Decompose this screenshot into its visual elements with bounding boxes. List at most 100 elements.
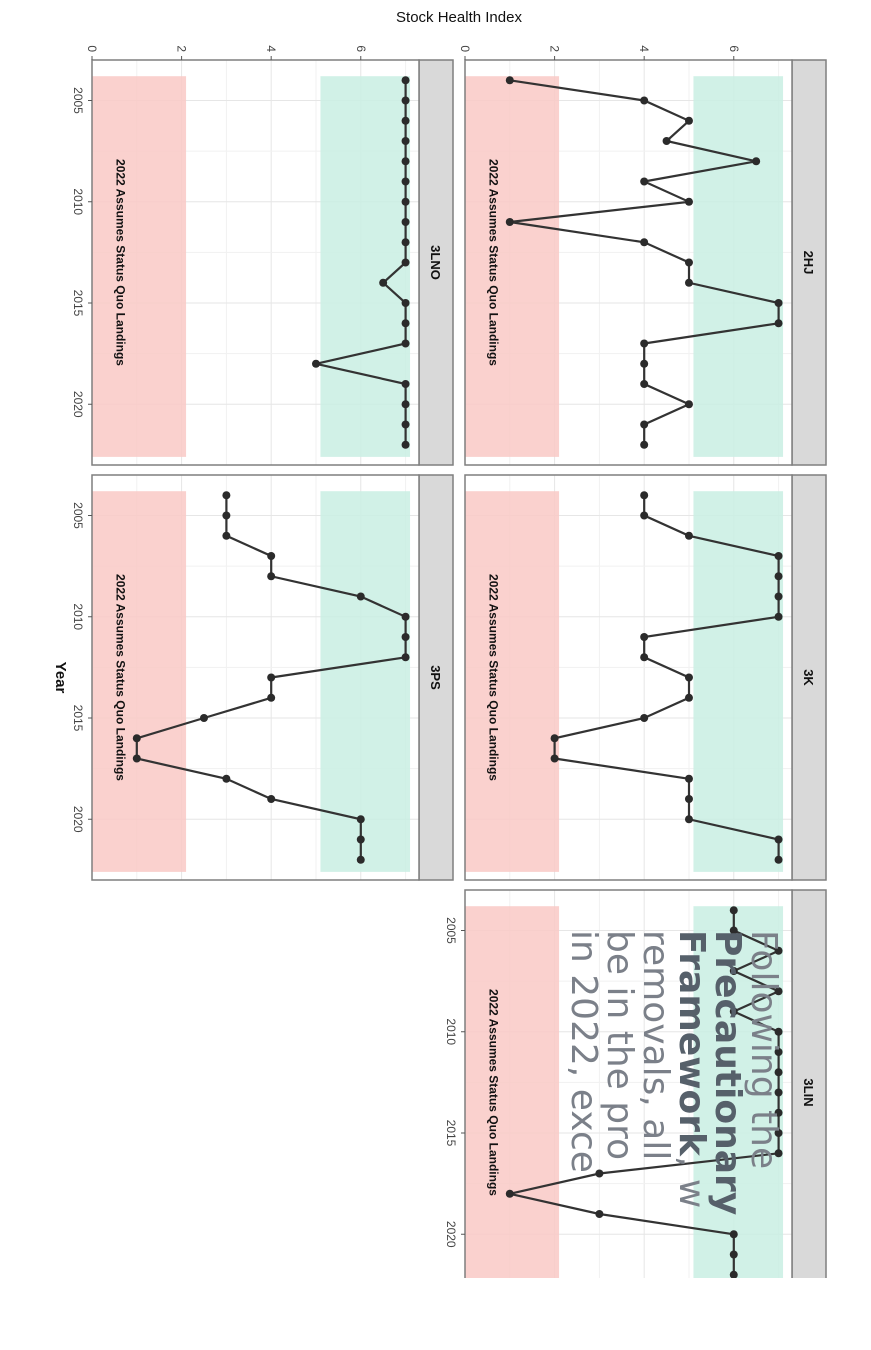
data-point-2hj	[640, 96, 649, 105]
panel-title-3k: 3K	[801, 669, 816, 686]
rotated-content: Stock Health Index Year 2HJ 2022 Assumes …	[52, 9, 827, 1278]
data-point-2hj	[684, 258, 693, 267]
healthy-band-3ps	[320, 491, 411, 872]
data-point-3k	[640, 511, 649, 520]
data-point-2hj	[774, 299, 783, 307]
annotation-3ps: 2022 Assumes Status Quo Landings	[114, 574, 128, 781]
data-point-3k	[550, 734, 559, 743]
data-point-3k	[774, 552, 783, 560]
data-point-3k	[684, 795, 693, 803]
data-point-3k	[640, 714, 649, 722]
data-point-3lno	[401, 299, 410, 307]
y-tick-label: 0	[458, 45, 472, 52]
panel-title-3lin: 3LIN	[801, 1078, 816, 1106]
data-point-3ps	[222, 774, 231, 783]
data-point-3ps	[267, 673, 276, 682]
data-point-3lin	[774, 1048, 783, 1056]
annotation-3lno: 2022 Assumes Status Quo Landings	[114, 159, 128, 366]
x-tick-label: 2015	[71, 705, 85, 732]
data-point-2hj	[505, 218, 514, 226]
data-point-2hj	[505, 76, 514, 85]
panel-border-3ps	[91, 474, 420, 881]
panel-border-3k	[464, 474, 793, 881]
x-tick-label: 2010	[71, 603, 85, 630]
data-point-3ps	[356, 835, 365, 844]
healthy-band-3lin	[693, 906, 784, 1278]
slide-text-line-6: in 2022, exce	[563, 930, 604, 1173]
data-point-3lin	[774, 1108, 783, 1117]
data-point-3k	[550, 754, 559, 763]
x-tick-label: 2005	[71, 502, 85, 529]
data-point-3lno	[401, 197, 410, 206]
data-point-2hj	[640, 177, 649, 186]
data-point-3ps	[267, 572, 276, 581]
data-point-2hj	[774, 319, 783, 328]
y-tick-label: 6	[354, 45, 368, 52]
panel-border-3lno	[91, 59, 420, 466]
data-point-3ps	[132, 754, 141, 763]
data-point-3lno	[401, 96, 410, 105]
y-tick-label: 2	[175, 45, 189, 52]
y-tick-label: 6	[727, 45, 741, 52]
data-point-3lin	[729, 1270, 738, 1278]
data-point-3lno	[401, 339, 410, 348]
data-point-3lno	[401, 116, 410, 125]
data-point-2hj	[684, 278, 693, 287]
data-point-3k	[684, 673, 693, 682]
data-point-3lno	[401, 319, 410, 328]
data-point-3ps	[222, 511, 231, 520]
data-point-3lin	[729, 1007, 738, 1016]
annotation-2hj: 2022 Assumes Status Quo Landings	[487, 159, 501, 366]
data-point-3lin	[505, 1189, 514, 1198]
data-point-3lno	[401, 420, 410, 429]
data-point-2hj	[640, 420, 649, 429]
x-tick-label: 2020	[71, 391, 85, 418]
data-point-2hj	[684, 116, 693, 125]
slide-text-line-4: removals, all	[635, 930, 676, 1161]
y-tick-label: 2	[548, 45, 562, 52]
data-point-3ps	[199, 714, 208, 722]
data-point-3ps	[267, 552, 276, 560]
data-point-3lin	[774, 1068, 783, 1077]
x-tick-label: 2005	[444, 917, 458, 944]
data-point-3lno	[401, 177, 410, 186]
healthy-band-3lno	[320, 76, 411, 457]
data-point-3k	[640, 491, 649, 500]
data-point-3k	[774, 835, 783, 844]
panel-title-3ps: 3PS	[428, 665, 443, 690]
data-point-3k	[684, 774, 693, 783]
panel-border-2hj	[464, 59, 793, 466]
data-point-3lin	[729, 1230, 738, 1239]
x-tick-label: 2015	[71, 290, 85, 317]
data-point-3k	[684, 815, 693, 824]
data-point-2hj	[684, 400, 693, 409]
data-point-3k	[684, 693, 693, 702]
data-point-3k	[640, 653, 649, 662]
data-point-3lno	[401, 440, 410, 449]
data-point-2hj	[640, 339, 649, 348]
x-tick-label: 2020	[71, 806, 85, 833]
data-point-3lin	[774, 946, 783, 955]
data-point-3k	[774, 612, 783, 621]
slide-text-line-3-rest: , w	[671, 1155, 712, 1209]
y-tick-label: 4	[264, 45, 278, 52]
data-point-2hj	[640, 380, 649, 388]
critical-band-3lin	[464, 906, 560, 1278]
data-point-2hj	[640, 440, 649, 449]
healthy-band-2hj	[693, 76, 784, 457]
panel-border-3lin	[464, 889, 793, 1278]
critical-band-3k	[464, 491, 560, 872]
data-point-3lno	[401, 218, 410, 226]
critical-band-3lno	[91, 76, 187, 457]
data-point-3ps	[401, 633, 410, 641]
slide-text: Following the Precautionary Framework, w…	[563, 930, 784, 1350]
data-point-2hj	[752, 157, 761, 166]
data-point-3ps	[401, 612, 410, 621]
data-point-3ps	[267, 693, 276, 702]
slide-text-line-3: Framework, w	[671, 930, 712, 1350]
data-point-3k	[640, 633, 649, 641]
data-point-3k	[684, 531, 693, 540]
x-tick-label: 2010	[71, 188, 85, 215]
data-point-3ps	[401, 653, 410, 662]
data-point-3ps	[356, 592, 365, 601]
